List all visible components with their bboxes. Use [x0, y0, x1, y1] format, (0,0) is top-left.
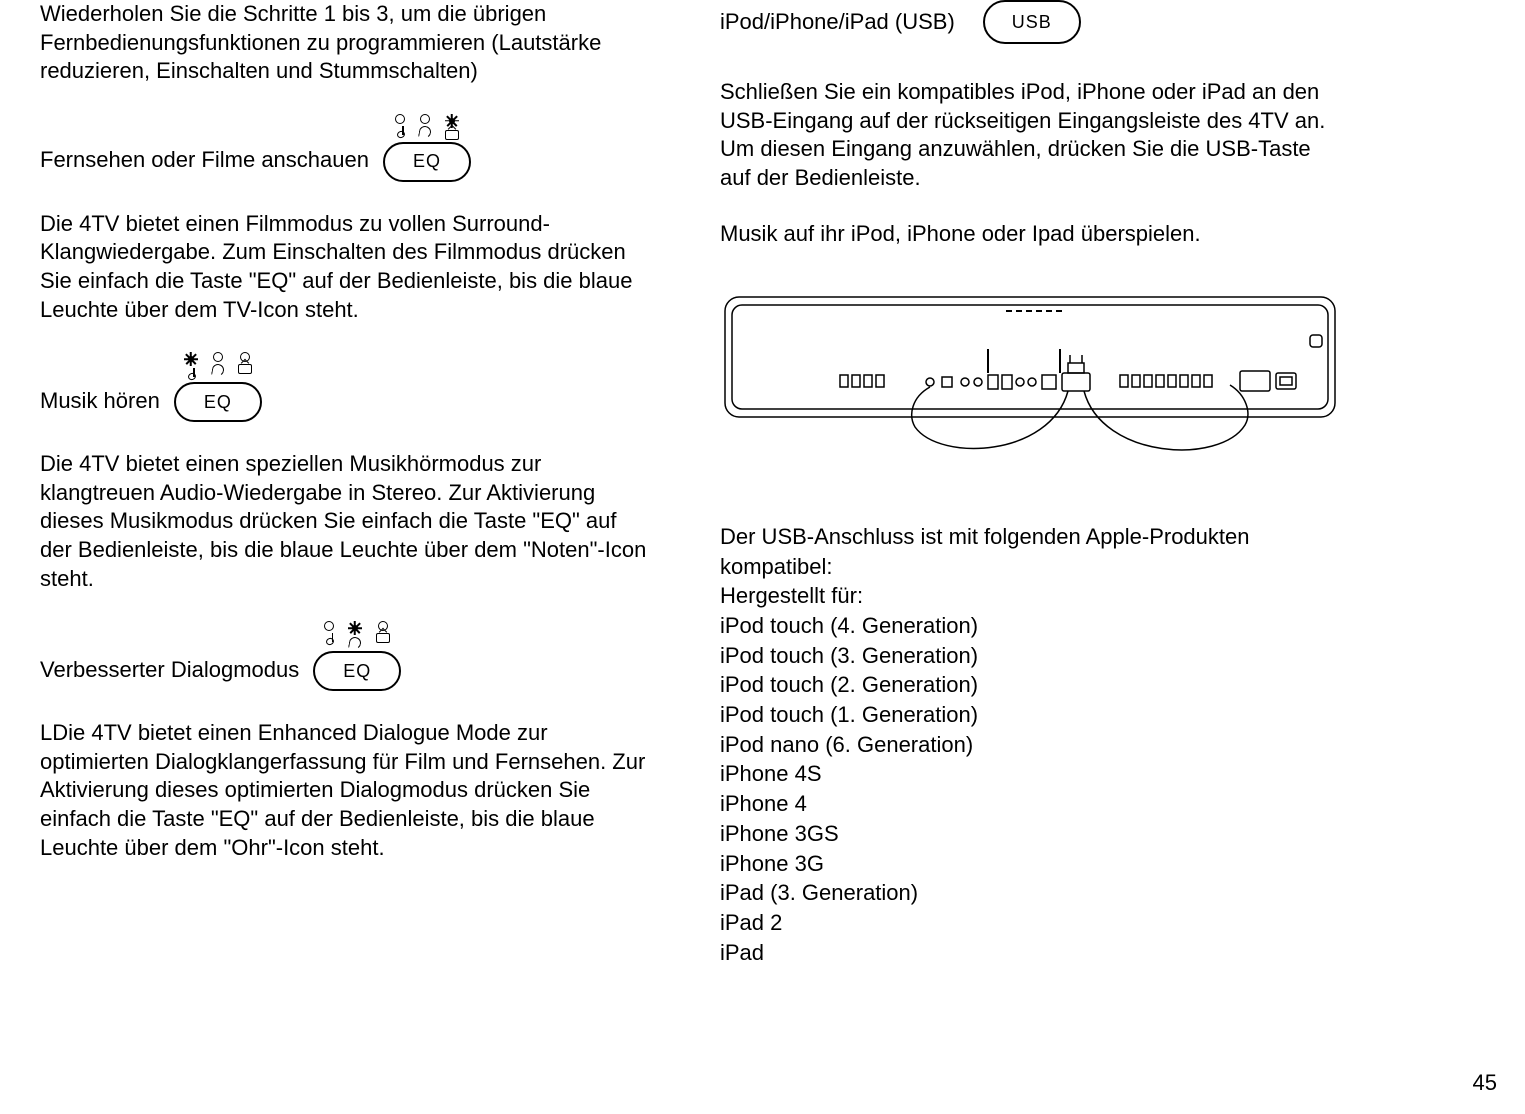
indicator-note	[184, 352, 198, 380]
note-icon	[186, 368, 196, 380]
soundbar-rear-illustration	[720, 287, 1340, 477]
dialog-mode-row: Verbesserter Dialogmodus	[40, 621, 650, 691]
ear-icon	[211, 363, 225, 377]
right-column: iPod/iPhone/iPad (USB) USB Schließen Sie…	[720, 0, 1360, 967]
note-icon	[395, 126, 405, 138]
compat-item: iPod nano (6. Generation)	[720, 730, 1330, 760]
eq-block-music: EQ	[174, 352, 262, 422]
compat-section: Der USB-Anschluss ist mit folgenden Appl…	[720, 522, 1330, 967]
indicator-tv	[445, 114, 459, 140]
compat-item: iPad (3. Generation)	[720, 878, 1330, 908]
page: Wiederholen Sie die Schritte 1 bis 3, um…	[0, 0, 1525, 967]
indicator-note	[395, 114, 405, 140]
indicator-ear	[212, 352, 224, 380]
usb-body: Schließen Sie ein kompatibles iPod, iPho…	[720, 78, 1330, 192]
compat-item: iPad	[720, 938, 1330, 968]
dialog-mode-label: Verbesserter Dialogmodus	[40, 657, 299, 691]
intro-paragraph: Wiederholen Sie die Schritte 1 bis 3, um…	[40, 0, 650, 86]
eq-indicators-dialog	[324, 621, 390, 649]
tv-icon	[445, 130, 459, 140]
ear-icon	[418, 125, 432, 139]
indicator-tv	[238, 352, 252, 380]
compat-item: iPod touch (1. Generation)	[720, 700, 1330, 730]
usb-title: iPod/iPhone/iPad (USB)	[720, 9, 955, 35]
tv-icon	[376, 633, 390, 643]
led-off-icon	[420, 114, 430, 124]
usb-body-2: Musik auf ihr iPod, iPhone oder Ipad übe…	[720, 220, 1330, 249]
music-mode-row: Musik hören EQ	[40, 352, 650, 422]
compat-item: iPod touch (2. Generation)	[720, 670, 1330, 700]
eq-block-tv: EQ	[383, 114, 471, 182]
ear-icon	[348, 636, 362, 650]
eq-block-dialog: EQ	[313, 621, 401, 691]
page-number: 45	[1473, 1070, 1497, 1096]
compat-item: iPod touch (3. Generation)	[720, 641, 1330, 671]
compat-item: iPhone 3GS	[720, 819, 1330, 849]
compat-item: iPod touch (4. Generation)	[720, 611, 1330, 641]
led-off-icon	[395, 114, 405, 124]
compat-header: Hergestellt für:	[720, 581, 1330, 611]
eq-button[interactable]: EQ	[174, 382, 262, 422]
dialog-mode-body: LDie 4TV bietet einen Enhanced Dialogue …	[40, 719, 650, 862]
led-off-icon	[213, 352, 223, 362]
compat-item: iPhone 4S	[720, 759, 1330, 789]
tv-mode-label: Fernsehen oder Filme anschauen	[40, 147, 369, 181]
indicator-tv	[376, 621, 390, 649]
compat-item: iPad 2	[720, 908, 1330, 938]
tv-icon	[238, 364, 252, 374]
music-mode-body: Die 4TV bietet einen speziellen Musikhör…	[40, 450, 650, 593]
note-icon	[324, 633, 334, 645]
led-on-icon	[184, 352, 198, 366]
music-mode-label: Musik hören	[40, 388, 160, 422]
eq-indicators-music	[184, 352, 252, 380]
indicator-ear	[419, 114, 431, 140]
indicator-note	[324, 621, 334, 649]
led-off-icon	[324, 621, 334, 631]
left-column: Wiederholen Sie die Schritte 1 bis 3, um…	[40, 0, 680, 967]
compat-intro: Der USB-Anschluss ist mit folgenden Appl…	[720, 522, 1330, 581]
led-on-icon	[348, 621, 362, 635]
eq-button[interactable]: EQ	[383, 142, 471, 182]
compat-item: iPhone 4	[720, 789, 1330, 819]
usb-button[interactable]: USB	[983, 0, 1081, 44]
indicator-ear	[348, 621, 362, 649]
usb-header-row: iPod/iPhone/iPad (USB) USB	[720, 0, 1330, 44]
tv-mode-body: Die 4TV bietet einen Filmmodus zu vollen…	[40, 210, 650, 324]
tv-mode-row: Fernsehen oder Filme anschauen	[40, 114, 650, 182]
compat-item: iPhone 3G	[720, 849, 1330, 879]
eq-indicators-tv	[395, 114, 459, 140]
eq-button[interactable]: EQ	[313, 651, 401, 691]
